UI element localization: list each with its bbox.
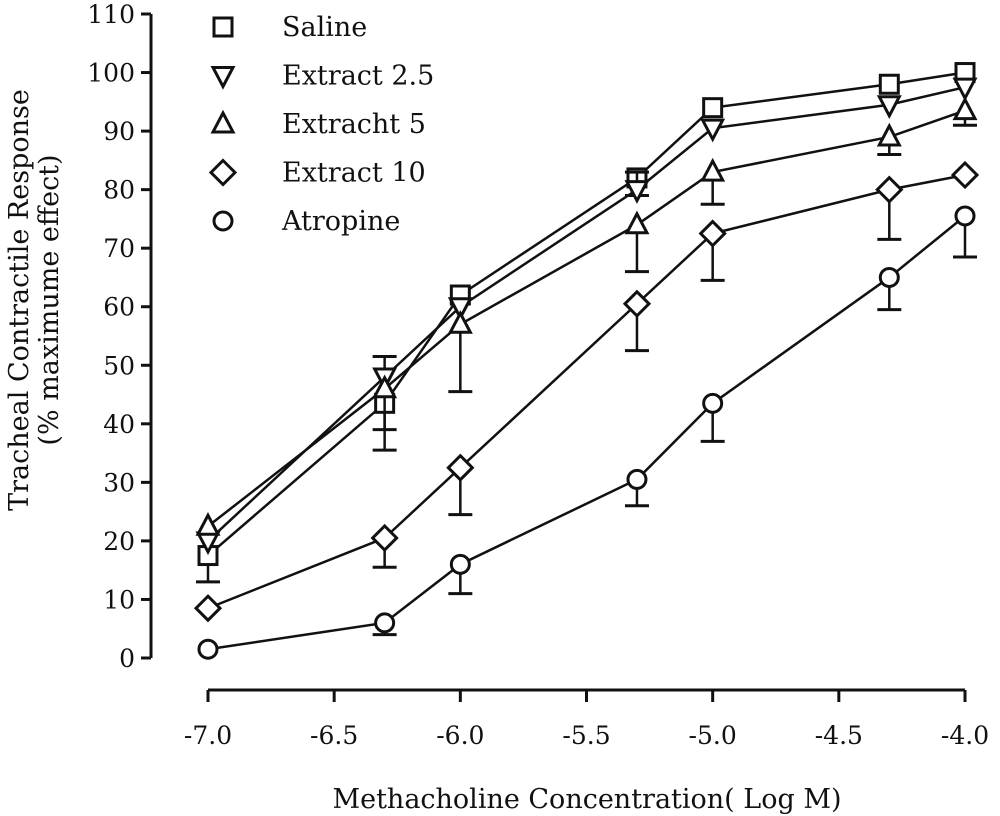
series-extract-2-5 (195, 77, 978, 556)
y-tick-label: 50 (103, 351, 135, 380)
data-point-triangle-up (876, 122, 902, 147)
data-point-circle (702, 392, 724, 414)
legend-label: Extract 2.5 (282, 61, 434, 92)
data-point-square (878, 73, 900, 95)
data-point-triangle-up (700, 157, 726, 182)
data-point-triangle-down (447, 297, 473, 321)
data-point-square (702, 97, 724, 119)
data-point-circle (878, 266, 900, 288)
y-tick-label: 0 (119, 644, 135, 673)
series-extract-10 (193, 160, 980, 623)
data-point-circle (374, 612, 396, 634)
series-line (207, 215, 966, 651)
legend-item: Atropine (212, 206, 400, 237)
legend-label: Atropine (281, 206, 400, 237)
data-point-circle (449, 553, 471, 575)
x-tick-label: -7.0 (184, 721, 232, 750)
data-point-circle (626, 468, 648, 490)
data-point-triangle-up (372, 374, 398, 399)
y-tick-label: 100 (87, 59, 135, 88)
data-point-triangle-down (700, 118, 726, 143)
series-line (207, 173, 966, 610)
y-tick-label: 10 (103, 585, 135, 614)
data-point-triangle-down (876, 95, 902, 119)
series-line (207, 85, 966, 542)
y-tick-label: 30 (103, 468, 135, 497)
legend-marker-square (212, 16, 234, 38)
y-tick-label: 80 (103, 176, 135, 205)
x-tick-label: -6.5 (310, 721, 358, 750)
legend-marker-triangle-up (210, 109, 236, 134)
y-tick-label: 60 (103, 293, 135, 322)
x-tick-label: -6.0 (436, 721, 484, 750)
y-axis-subtitle: (% maximume effect) (34, 154, 65, 445)
data-point-diamond (622, 289, 652, 318)
y-tick-label: 20 (103, 527, 135, 556)
x-tick-label: -5.0 (689, 721, 737, 750)
data-point-circle (197, 638, 219, 660)
legend-marker-circle (212, 210, 234, 232)
series-layer (193, 62, 980, 660)
legend-label: Extracht 5 (282, 109, 426, 140)
data-point-triangle-up (952, 96, 978, 121)
data-point-triangle-up (624, 210, 650, 235)
y-tick-label: 110 (87, 0, 135, 29)
axes: 0 10 20 30 40 50 60 70 80 90 100 110 -7.0 -6.5 -6.0 -5.… (87, 0, 989, 750)
legend-item: Extract 2.5 (210, 61, 434, 92)
y-tick-label: 90 (103, 117, 135, 146)
legend-item: Saline (212, 12, 367, 43)
y-tick-label: 40 (103, 410, 135, 439)
series-atropine (197, 205, 977, 660)
y-axis-title: Tracheal Contractile Response (4, 89, 35, 511)
legend-label: Extract 10 (282, 158, 426, 189)
legend-marker-diamond (208, 158, 238, 187)
y-tick-label: 70 (103, 234, 135, 263)
x-tick-label: -4.0 (941, 721, 989, 750)
data-point-triangle-up (195, 512, 221, 536)
x-tick-label: -5.5 (562, 721, 610, 750)
data-point-diamond (950, 160, 980, 190)
legend-item: Extracht 5 (210, 109, 426, 140)
legend-marker-triangle-down (210, 66, 236, 90)
legend-item: Extract 10 (208, 158, 426, 189)
x-axis-title: Methacholine Concentration( Log M) (332, 784, 841, 815)
data-point-diamond (193, 594, 223, 623)
data-point-triangle-up (447, 310, 473, 334)
data-point-triangle-down (624, 180, 650, 204)
series-extracht-5 (195, 96, 978, 536)
data-point-diamond (698, 219, 727, 248)
data-point-diamond (875, 175, 904, 204)
data-point-diamond (446, 453, 475, 482)
legend-label: Saline (282, 12, 367, 43)
data-point-diamond (370, 523, 399, 553)
legend: Saline Extract 2.5 Extracht 5 Extract 10 Atr… (208, 12, 434, 237)
x-tick-label: -4.5 (815, 721, 863, 750)
data-point-circle (954, 205, 976, 227)
data-point-triangle-down (952, 77, 978, 102)
